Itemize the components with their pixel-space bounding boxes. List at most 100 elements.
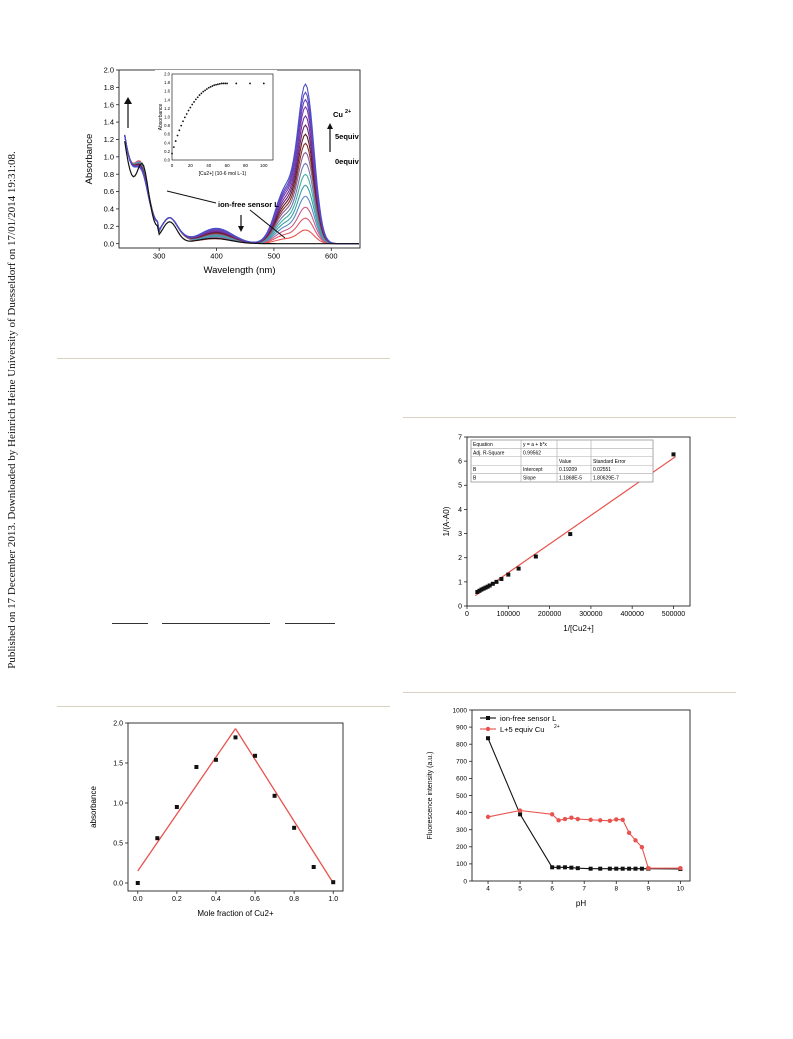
inset-point (204, 89, 206, 92)
x-axis-label: pH (576, 899, 586, 908)
series-marker (485, 814, 491, 820)
data-point (499, 576, 504, 581)
legend-marker (485, 726, 491, 732)
annotation-ion-free: ion-free sensor L (218, 200, 279, 209)
x-tick-label: 500 (268, 252, 281, 261)
data-point (194, 765, 199, 769)
series-marker (556, 818, 561, 823)
x-tick-label: 200000 (538, 611, 561, 618)
spectrum-curve (124, 82, 359, 245)
inset-point (191, 103, 194, 106)
series-marker (556, 865, 561, 870)
x-tick-label: 300000 (579, 611, 602, 618)
y-axis-label: Absorbance (84, 134, 95, 185)
plot-frame (471, 709, 691, 882)
y-tick-label: 2.0 (104, 66, 114, 75)
x-axis-label: Mole fraction of Cu2+ (197, 909, 274, 918)
plot-frame (127, 722, 344, 892)
y-tick-label: 4 (458, 507, 462, 514)
table-rule-1 (112, 623, 148, 624)
y-tick-label: 700 (456, 759, 467, 766)
data-point (479, 587, 484, 592)
y-tick-label: 500 (456, 793, 467, 800)
inset-point (207, 86, 210, 89)
y-tick-label: 400 (456, 810, 467, 817)
stats-table-text: Adj. R-Square (473, 450, 505, 456)
y-tick-label: 3 (458, 531, 462, 538)
legend-label: L+5 equiv Cu (500, 725, 544, 734)
inset-x-tick-label: 80 (243, 163, 249, 168)
data-point (483, 585, 488, 590)
inset-point (205, 88, 208, 90)
series-marker (620, 866, 625, 871)
series-marker (678, 865, 683, 871)
series-marker (607, 818, 613, 824)
stats-table-text: 0.19209 (559, 467, 577, 473)
inset-point (194, 98, 197, 101)
stats-table-text: Value (559, 459, 572, 465)
data-point (272, 793, 277, 798)
series-marker (562, 816, 568, 822)
x-tick-label: 9 (647, 886, 651, 893)
data-point (485, 584, 490, 589)
series-marker (562, 865, 567, 870)
series-marker (569, 865, 574, 870)
series-line (487, 809, 681, 869)
x-tick-label: 8 (614, 886, 618, 893)
data-point (516, 566, 521, 571)
y-axis-label: 1/(A-A0) (442, 506, 451, 536)
inset-point (193, 101, 195, 103)
inset-point (180, 124, 183, 127)
x-tick-label: 6 (550, 886, 554, 893)
series-marker (598, 866, 603, 871)
inset-point (178, 129, 181, 132)
y-tick-label: 2.0 (113, 720, 123, 727)
inset-point (196, 96, 199, 99)
inset-x-tick-label: 20 (188, 163, 194, 168)
x-tick-label: 300 (153, 252, 166, 261)
inset-y-tick-label: 2.0 (164, 72, 170, 77)
table-rule-2 (162, 623, 270, 624)
stats-table-text: Equation (473, 442, 493, 448)
stats-table-text: 0.99562 (523, 450, 541, 456)
inset-point (202, 90, 205, 93)
inset-point (235, 82, 238, 85)
y-tick-label: 0.6 (104, 187, 114, 196)
stats-table-text: Standard Error (593, 459, 626, 465)
y-tick-label: 900 (456, 724, 467, 731)
inset-point (183, 116, 186, 119)
annotation-0equiv: 0equiv (335, 157, 360, 166)
x-tick-label: 500000 (662, 611, 685, 618)
pointer-line-1 (166, 190, 217, 204)
inset-x-tick-label: 100 (260, 163, 268, 168)
inset-point (174, 140, 177, 142)
data-point (477, 588, 482, 593)
legend-marker (486, 716, 490, 720)
legend-label-sup: 2+ (554, 724, 560, 730)
data-point (568, 532, 573, 537)
y-tick-label: 1 (458, 579, 462, 586)
inset-y-tick-label: 1.4 (164, 97, 170, 102)
series-marker (614, 817, 619, 822)
x-tick-label: 400000 (621, 611, 644, 618)
divider-left-2 (57, 706, 390, 707)
y-tick-label: 1.4 (104, 118, 114, 127)
data-point (506, 572, 511, 577)
stats-table-text: Slope (523, 476, 536, 482)
y-tick-label: 2 (458, 555, 462, 562)
x-tick-label: 0 (465, 611, 469, 618)
inset-point (211, 85, 214, 87)
series-marker (639, 844, 645, 850)
y-tick-label: 1.2 (104, 135, 114, 144)
divider-left-1 (57, 358, 390, 359)
y-tick-label: 7 (458, 434, 462, 441)
x-tick-label: 10 (677, 886, 685, 893)
y-tick-label: 1.0 (113, 800, 123, 807)
x-tick-label: 600 (325, 252, 338, 261)
data-point (475, 589, 480, 594)
inset-y-tick-label: 0.0 (164, 158, 170, 163)
y-tick-label: 0 (463, 878, 467, 885)
cu-arrow-head (327, 123, 333, 129)
data-point (311, 865, 316, 869)
